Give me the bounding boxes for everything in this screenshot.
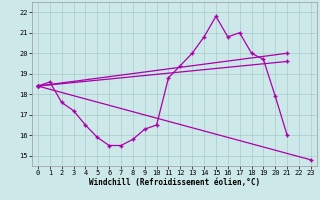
X-axis label: Windchill (Refroidissement éolien,°C): Windchill (Refroidissement éolien,°C) xyxy=(89,178,260,187)
